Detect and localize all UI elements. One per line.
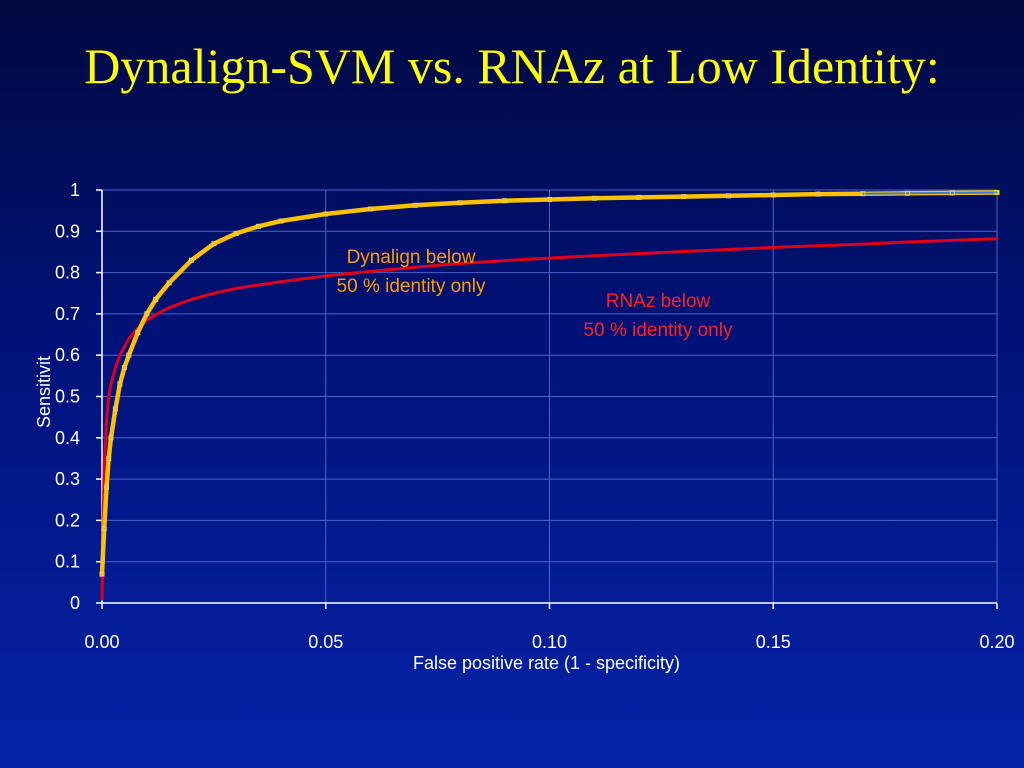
data-point-dynalign [368,206,373,212]
data-point-dynalign [117,381,123,387]
data-point-dynalign [994,190,1000,195]
data-point-dynalign [153,296,159,302]
data-point-dynalign [99,571,105,577]
data-point-dynalign [860,191,866,197]
y-tick-label: 0.4 [55,428,80,448]
chart-labels: 0 0.1 0.2 0.3 0.4 0.5 0.6 0.7 0.8 0.9 1 0.00 0.05 0.1… [34,180,1015,673]
y-tick-label: 0.1 [55,552,80,572]
axes [96,189,998,609]
data-point-dynalign [636,194,642,200]
data-point-dynalign [144,311,150,317]
data-point-dynalign [502,198,508,204]
data-point-dynalign [233,230,239,236]
data-point-dynalign [101,526,107,532]
series-tail-dynalign [862,191,998,195]
data-point-dynalign [457,200,463,206]
data-point-dynalign [278,218,284,224]
x-tick-label: 0.10 [532,632,567,652]
y-tick-label: 0 [70,593,80,613]
y-tick-label: 0.7 [55,304,80,324]
data-point-dynalign [323,211,329,217]
annotation-dynalign: 50 % identity only [337,276,486,297]
data-point-dynalign [211,241,217,247]
y-tick-label: 0.8 [55,263,80,283]
data-point-dynalign [412,202,418,208]
data-point-dynalign [591,195,597,201]
data-point-dynalign [106,456,112,461]
data-point-dynalign [126,352,132,358]
x-tick-label: 0.00 [84,632,119,652]
annotation-rnaz: RNAz below [606,291,711,312]
slide-title: Dynalign-SVM vs. RNAz at Low Identity: [84,38,940,94]
data-point-dynalign [256,223,262,229]
data-point-dynalign [166,280,172,286]
x-tick-label: 0.15 [756,632,791,652]
series-lines [99,190,1000,601]
y-tick-label: 0.5 [55,387,80,407]
series-line-dynalign [99,190,1000,577]
y-tick-label: 0.6 [55,345,80,365]
data-point-dynalign [189,257,194,263]
x-axis-title: False positive rate (1 - specificity) [413,653,680,673]
data-point-dynalign [104,484,109,490]
series-line-rnaz [100,237,999,601]
data-point-dynalign [112,406,118,412]
x-tick-label: 0.05 [308,632,343,652]
y-tick-label: 0.2 [55,510,80,530]
data-point-dynalign [681,194,687,200]
data-point-dynalign [815,191,821,197]
data-point-dynalign [905,190,910,196]
y-axis-title: Sensitivit [34,356,54,428]
data-point-dynalign [108,435,114,441]
data-point-dynalign [135,330,141,335]
annotation-dynalign: Dynalign below [347,247,476,268]
annotation-rnaz: 50 % identity only [584,320,733,341]
x-tick-label: 0.20 [979,632,1014,652]
y-tick-label: 0.3 [55,469,80,489]
data-point-dynalign [547,197,552,202]
data-point-dynalign [726,193,731,199]
data-point-dynalign [121,365,127,371]
y-tick-label: 1 [70,180,80,200]
grid-lines [102,189,998,603]
y-tick-label: 0.9 [55,221,80,241]
data-point-dynalign [770,192,776,198]
data-point-dynalign [949,190,955,196]
